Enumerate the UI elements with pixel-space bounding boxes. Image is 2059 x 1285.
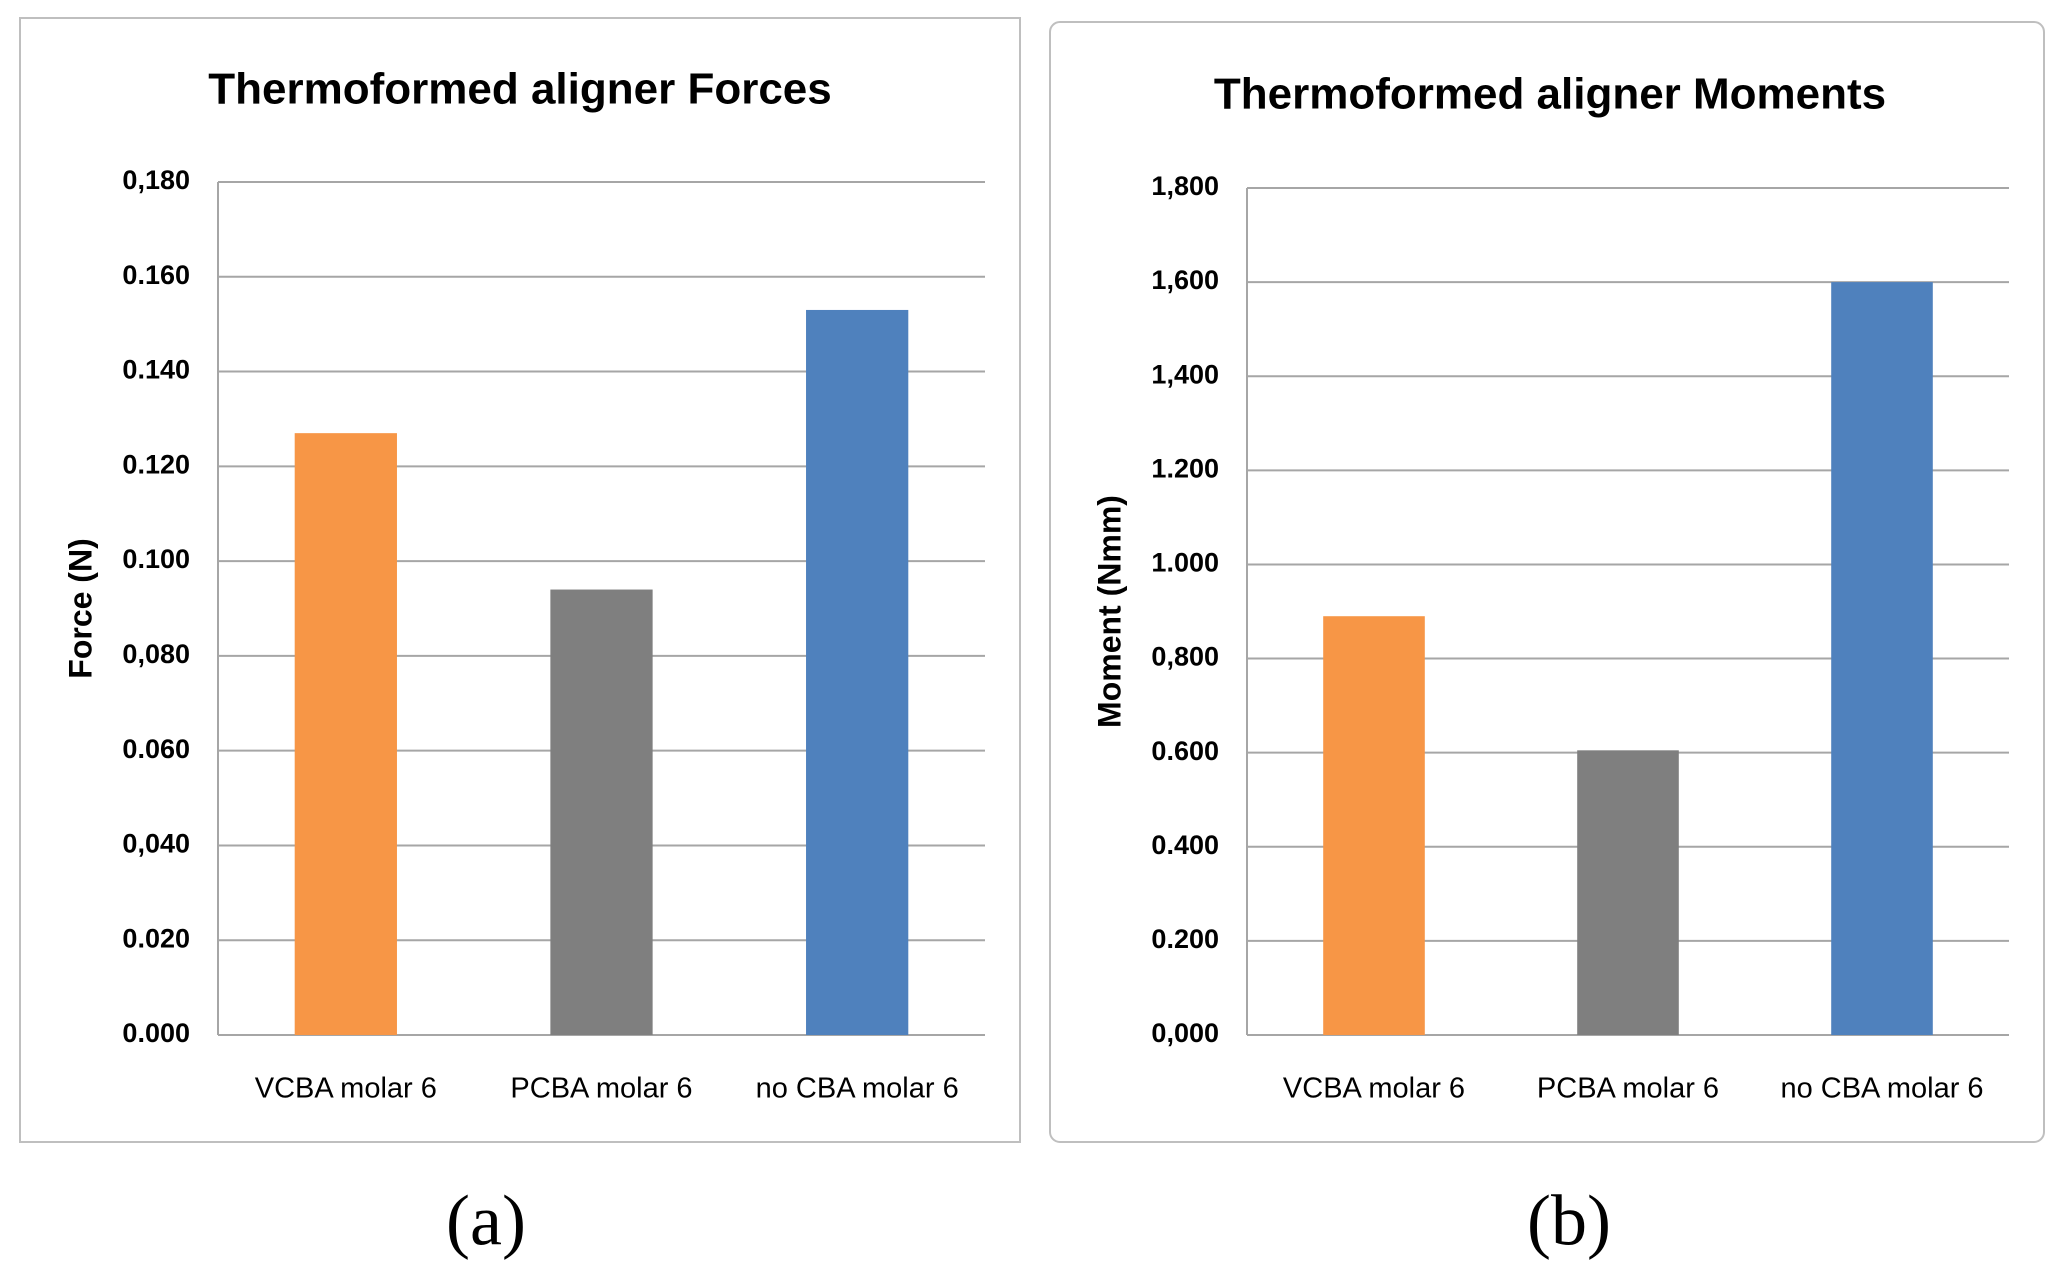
y-tick-label: 1,600	[1151, 265, 1219, 295]
y-tick-label: 1.000	[1151, 548, 1219, 578]
y-tick-label: 0.200	[1151, 924, 1219, 954]
x-tick-label: PCBA molar 6	[510, 1073, 692, 1105]
x-tick-label: VCBA molar 6	[1283, 1073, 1465, 1105]
chart-frame	[1049, 21, 2045, 1143]
y-tick-label: 1.200	[1151, 453, 1219, 483]
y-tick-label: 0.060	[122, 734, 190, 764]
y-tick-label: 1,400	[1151, 359, 1219, 389]
y-tick-label: 0,040	[122, 829, 190, 859]
panel-label: (a)	[446, 1181, 526, 1261]
y-tick-label: 0,080	[122, 639, 190, 669]
x-tick-label: no CBA molar 6	[1780, 1073, 1983, 1105]
bar	[1831, 282, 1933, 1036]
y-axis-label: Moment (Nmm)	[1091, 495, 1127, 728]
chart-title: Thermoformed aligner Moments	[1214, 70, 1886, 119]
y-tick-label: 0.120	[122, 449, 190, 479]
y-tick-label: 0,800	[1151, 642, 1219, 672]
y-tick-label: 0.000	[122, 1018, 190, 1048]
y-tick-label: 0,180	[122, 165, 190, 195]
bar	[1323, 616, 1425, 1035]
y-tick-label: 1,800	[1151, 171, 1219, 201]
bar	[1577, 750, 1679, 1035]
panel-label: (b)	[1527, 1181, 1611, 1261]
chart-title: Thermoformed aligner Forces	[208, 65, 831, 114]
x-tick-label: no CBA molar 6	[756, 1073, 959, 1105]
bar	[550, 589, 653, 1035]
y-tick-label: 0.160	[122, 260, 190, 290]
bar	[806, 309, 909, 1035]
y-tick-label: 0.100	[122, 544, 190, 574]
y-tick-label: 0.140	[122, 355, 190, 385]
y-tick-label: 0.020	[122, 923, 190, 953]
bar	[294, 433, 397, 1035]
y-axis-label: Force (N)	[62, 538, 98, 678]
y-tick-label: 0.600	[1151, 736, 1219, 766]
y-tick-label: 0,000	[1151, 1018, 1219, 1048]
y-tick-label: 0.400	[1151, 830, 1219, 860]
x-tick-label: PCBA molar 6	[1537, 1073, 1719, 1105]
x-tick-label: VCBA molar 6	[255, 1073, 437, 1105]
